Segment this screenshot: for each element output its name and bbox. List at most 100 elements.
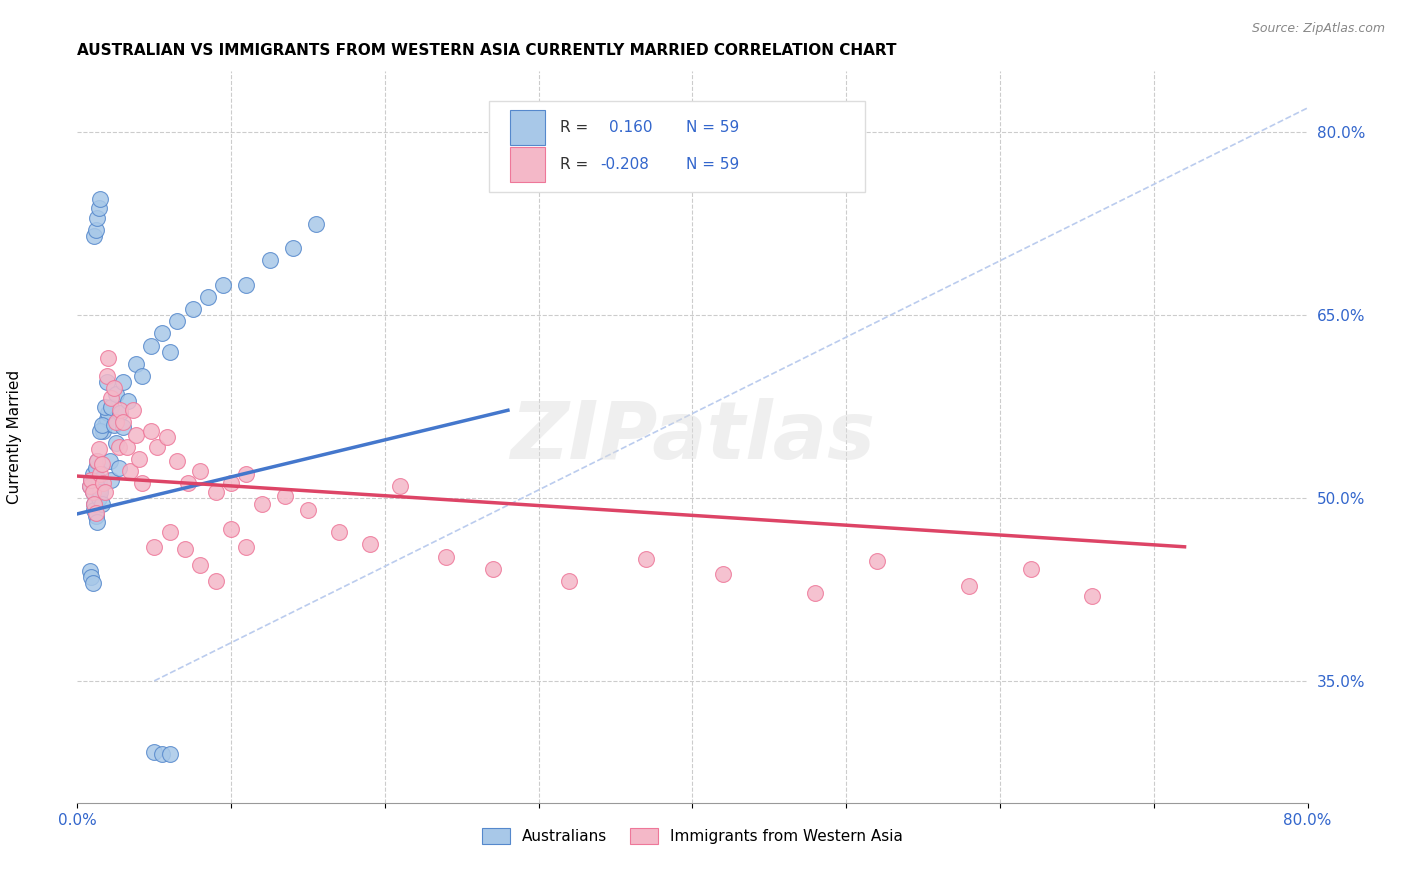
Point [89, 481, 111, 495]
Point [103, 417, 125, 432]
Point [328, 525, 350, 540]
FancyBboxPatch shape [510, 110, 546, 145]
Point [79, 479, 101, 493]
Point [166, 454, 188, 468]
Point [259, 253, 281, 268]
Point [100, 473, 122, 487]
Point [636, 552, 658, 566]
Point [83, 497, 105, 511]
Point [128, 452, 150, 467]
Point [93, 424, 115, 438]
Point [80, 570, 103, 584]
Point [86, 454, 108, 468]
Point [305, 217, 328, 231]
Point [94, 485, 117, 500]
Point [359, 537, 381, 551]
Y-axis label: Currently Married: Currently Married [7, 370, 21, 504]
Point [297, 503, 319, 517]
Point [90, 417, 114, 432]
Text: R =: R = [560, 120, 588, 136]
Point [104, 387, 127, 401]
Point [104, 416, 127, 430]
Point [87, 201, 110, 215]
Point [90, 497, 114, 511]
Point [219, 476, 242, 491]
Point [84, 506, 107, 520]
Point [115, 440, 138, 454]
Text: ZIPatlas: ZIPatlas [510, 398, 875, 476]
Point [90, 457, 114, 471]
Point [97, 406, 120, 420]
Point [957, 579, 980, 593]
Point [558, 574, 581, 588]
Point [219, 521, 242, 535]
Point [389, 479, 412, 493]
Point [481, 562, 503, 576]
Point [110, 403, 132, 417]
Text: AUSTRALIAN VS IMMIGRANTS FROM WESTERN ASIA CURRENTLY MARRIED CORRELATION CHART: AUSTRALIAN VS IMMIGRANTS FROM WESTERN AS… [77, 43, 897, 58]
Point [150, 326, 173, 341]
Point [89, 485, 111, 500]
Point [212, 277, 235, 292]
Point [79, 564, 101, 578]
Point [131, 369, 153, 384]
Point [250, 497, 273, 511]
Point [86, 516, 108, 530]
Point [177, 476, 200, 491]
Point [204, 485, 226, 500]
Point [118, 464, 141, 478]
Point [117, 393, 139, 408]
Point [159, 344, 181, 359]
Point [235, 277, 257, 292]
Point [87, 473, 110, 487]
Point [84, 223, 107, 237]
Point [436, 549, 458, 564]
Point [98, 454, 121, 468]
Point [235, 467, 257, 481]
Point [96, 412, 118, 426]
Point [97, 351, 120, 365]
Point [125, 357, 148, 371]
Point [94, 417, 117, 432]
Point [112, 416, 135, 430]
Point [83, 228, 105, 243]
Point [181, 301, 204, 316]
Point [89, 467, 111, 481]
Point [166, 314, 188, 328]
Point [104, 436, 127, 450]
Point [141, 338, 163, 352]
Point [121, 403, 143, 417]
Point [96, 375, 118, 389]
Point [89, 424, 111, 438]
Point [110, 406, 132, 420]
Point [146, 440, 169, 454]
Point [86, 454, 108, 468]
Point [159, 525, 181, 540]
Point [80, 473, 103, 487]
Point [82, 467, 104, 481]
Point [80, 473, 103, 487]
Point [711, 566, 734, 581]
Point [281, 241, 304, 255]
Point [82, 576, 104, 591]
Point [93, 476, 115, 491]
Point [84, 509, 107, 524]
Point [143, 540, 166, 554]
Point [143, 745, 166, 759]
Point [204, 574, 226, 588]
FancyBboxPatch shape [510, 146, 546, 182]
Legend: Australians, Immigrants from Western Asia: Australians, Immigrants from Western Asi… [477, 822, 908, 850]
Point [82, 485, 104, 500]
Point [94, 400, 117, 414]
Text: -0.208: -0.208 [600, 157, 650, 172]
Point [197, 290, 219, 304]
Point [1019, 562, 1042, 576]
Text: 0.160: 0.160 [609, 120, 652, 136]
Point [159, 747, 181, 761]
Point [84, 460, 107, 475]
Point [188, 464, 212, 478]
Point [274, 489, 297, 503]
Text: N = 59: N = 59 [686, 157, 740, 172]
Point [131, 476, 153, 491]
FancyBboxPatch shape [489, 101, 865, 192]
